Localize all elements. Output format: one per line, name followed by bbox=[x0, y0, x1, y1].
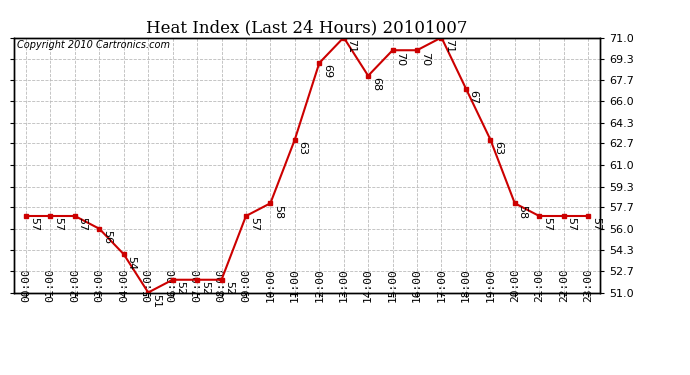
Text: 57: 57 bbox=[566, 217, 576, 231]
Text: 70: 70 bbox=[420, 52, 430, 66]
Text: 71: 71 bbox=[346, 39, 357, 53]
Text: 68: 68 bbox=[371, 77, 381, 91]
Text: 52: 52 bbox=[175, 281, 186, 295]
Text: 57: 57 bbox=[29, 217, 39, 231]
Text: 57: 57 bbox=[53, 217, 63, 231]
Text: 67: 67 bbox=[469, 90, 479, 104]
Text: 57: 57 bbox=[542, 217, 552, 231]
Text: 57: 57 bbox=[591, 217, 601, 231]
Text: 57: 57 bbox=[78, 217, 88, 231]
Text: 63: 63 bbox=[493, 141, 503, 155]
Text: 54: 54 bbox=[126, 256, 137, 270]
Text: 51: 51 bbox=[151, 294, 161, 308]
Text: 71: 71 bbox=[444, 39, 454, 53]
Text: 69: 69 bbox=[322, 64, 332, 78]
Text: 70: 70 bbox=[395, 52, 405, 66]
Text: 56: 56 bbox=[102, 230, 112, 244]
Text: 58: 58 bbox=[273, 205, 283, 219]
Text: 63: 63 bbox=[297, 141, 308, 155]
Text: 52: 52 bbox=[224, 281, 235, 295]
Title: Heat Index (Last 24 Hours) 20101007: Heat Index (Last 24 Hours) 20101007 bbox=[146, 19, 468, 36]
Text: Copyright 2010 Cartronics.com: Copyright 2010 Cartronics.com bbox=[17, 40, 170, 50]
Text: 57: 57 bbox=[248, 217, 259, 231]
Text: 52: 52 bbox=[200, 281, 210, 295]
Text: 58: 58 bbox=[518, 205, 528, 219]
